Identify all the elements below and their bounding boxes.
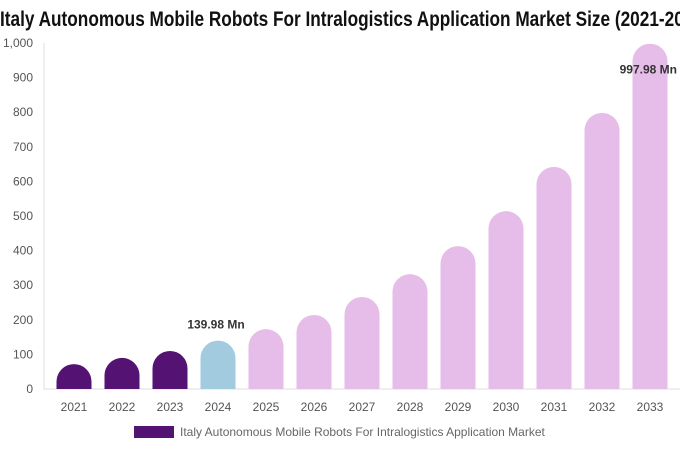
x-tick-label: 2024 xyxy=(205,400,232,414)
x-tick-label: 2022 xyxy=(109,400,136,414)
x-tick-label: 2021 xyxy=(61,400,88,414)
x-tick-label: 2028 xyxy=(397,400,424,414)
x-tick-label: 2027 xyxy=(349,400,376,414)
bar-2024 xyxy=(200,340,236,389)
y-tick-label: 500 xyxy=(13,209,33,223)
x-tick-label: 2023 xyxy=(157,400,184,414)
y-tick-label: 900 xyxy=(13,71,33,85)
bar-2026 xyxy=(296,314,332,389)
y-tick-label: 400 xyxy=(13,244,33,258)
x-tick-label: 2025 xyxy=(253,400,280,414)
y-tick-label: 200 xyxy=(13,313,33,327)
y-tick-label: 0 xyxy=(26,382,33,396)
bar-2031 xyxy=(536,166,572,389)
legend: Italy Autonomous Mobile Robots For Intra… xyxy=(134,425,545,439)
bar-2022 xyxy=(104,357,140,389)
x-tick-label: 2026 xyxy=(301,400,328,414)
bar-2032 xyxy=(584,112,620,390)
bar-2027 xyxy=(344,296,380,389)
y-tick-label: 800 xyxy=(13,105,33,119)
y-tick-label: 300 xyxy=(13,278,33,292)
bar-2029 xyxy=(440,246,476,389)
bar-2021 xyxy=(56,364,92,389)
bar-2023 xyxy=(152,350,188,389)
x-tick-label: 2030 xyxy=(493,400,520,414)
y-tick-label: 1,000 xyxy=(3,36,33,50)
chart-title: Italy Autonomous Mobile Robots For Intra… xyxy=(0,8,680,31)
legend-label: Italy Autonomous Mobile Robots For Intra… xyxy=(180,425,545,439)
x-tick-label: 2029 xyxy=(445,400,472,414)
x-tick-label: 2033 xyxy=(637,400,664,414)
bar-2033 xyxy=(632,43,668,390)
data-label-2024: 139.98 Mn xyxy=(187,318,244,332)
y-tick-label: 700 xyxy=(13,140,33,154)
y-tick-label: 100 xyxy=(13,347,33,361)
bar-2028 xyxy=(392,274,428,389)
data-label-2033: 997.98 Mn xyxy=(620,63,677,77)
x-tick-label: 2031 xyxy=(541,400,568,414)
y-tick-label: 600 xyxy=(13,174,33,188)
legend-swatch xyxy=(134,426,174,438)
x-tick-label: 2032 xyxy=(589,400,616,414)
bar-2025 xyxy=(248,329,284,389)
bar-2030 xyxy=(488,211,524,389)
